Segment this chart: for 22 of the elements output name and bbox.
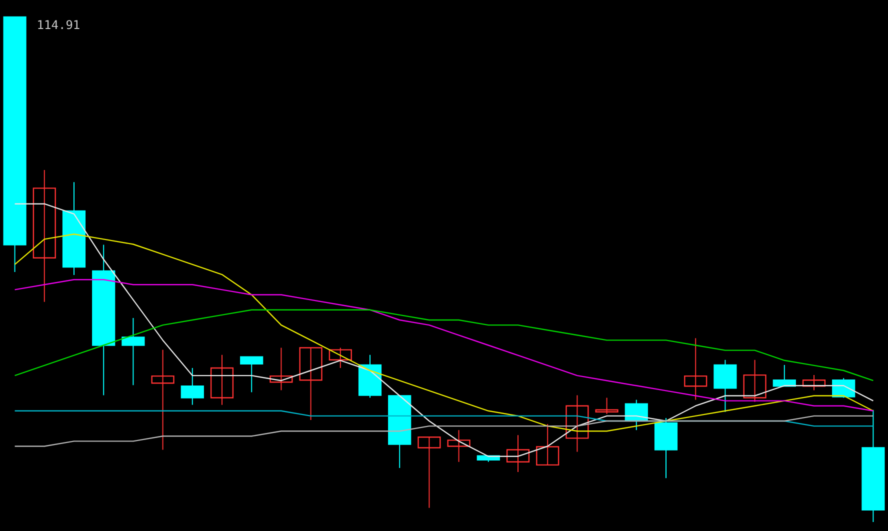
candlestick [122,317,145,386]
candlestick [772,364,796,387]
candlestick [240,356,264,393]
candlestick [714,359,737,412]
candlestick [447,430,470,462]
candlestick [151,349,174,450]
annotation: 114.91 [36,18,80,32]
candlestick [506,434,530,473]
candlestick [802,374,826,391]
candlestick [210,354,234,406]
candlestick [299,347,322,420]
candlestick [684,338,708,400]
candlestick [328,347,352,368]
candlestick [536,424,560,466]
candlestick [624,399,648,431]
candlestick [270,347,293,391]
candlestick [595,397,618,414]
candlestick [566,394,589,452]
candlestick [743,359,766,402]
candlestick [180,367,204,406]
candlestick [32,170,56,302]
candlestick [418,436,441,508]
